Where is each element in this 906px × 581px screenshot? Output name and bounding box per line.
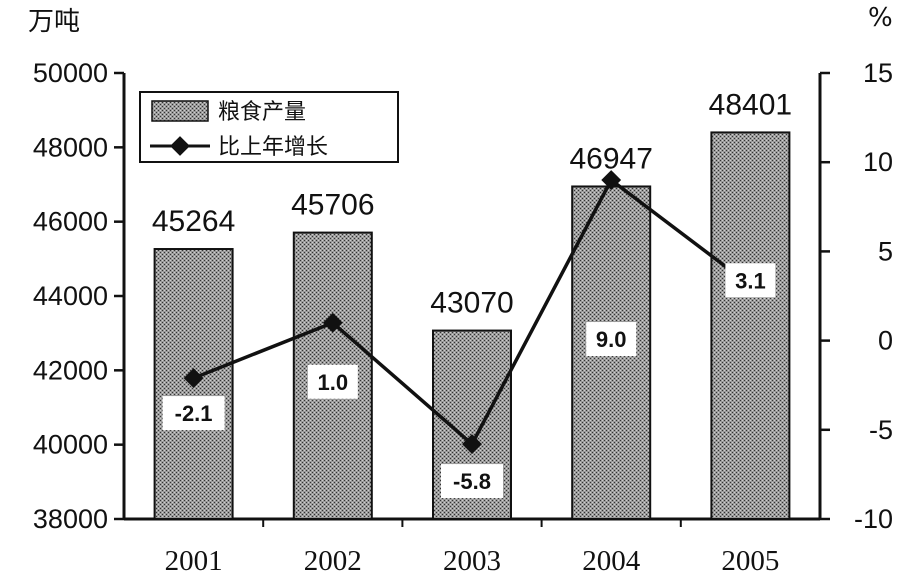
x-tick-label: 2005 <box>721 545 779 577</box>
legend-label-line: 比上年增长 <box>218 135 328 160</box>
legend-swatch-bar <box>151 100 209 122</box>
bar-series <box>153 131 791 521</box>
right-tick-label: 5 <box>878 236 893 266</box>
point-value-label: -5.8 <box>453 469 491 494</box>
left-axis-unit: 万吨 <box>28 7 80 37</box>
data-labels: 45264 45706 43070 46947 48401 -2.1 1.0 -5.8 9.0 3… <box>152 88 792 499</box>
point-label-bg <box>586 322 637 357</box>
x-tick-label: 2003 <box>443 545 501 577</box>
point-label-bg <box>725 263 776 298</box>
left-tick-label: 40000 <box>33 430 108 460</box>
line-marker <box>322 312 343 333</box>
point-value-label: 9.0 <box>596 327 627 352</box>
left-tick-label: 38000 <box>33 504 108 534</box>
x-tick-label: 2001 <box>165 545 223 577</box>
left-tick-label: 48000 <box>33 132 108 162</box>
right-axis-unit: % <box>868 3 893 33</box>
right-tick-label: -10 <box>854 504 893 534</box>
legend: 粮食产量 比上年增长 <box>139 91 399 163</box>
legend-label-bar: 粮食产量 <box>218 100 306 125</box>
right-tick-label: 10 <box>863 147 893 177</box>
bar-value-label: 45264 <box>152 205 235 238</box>
left-tick-label: 42000 <box>33 355 108 385</box>
line-marker <box>462 434 482 454</box>
point-value-label: 1.0 <box>318 370 349 395</box>
legend-swatch-marker <box>170 136 190 156</box>
x-tick-label: 2004 <box>582 545 641 577</box>
line-marker <box>183 368 204 388</box>
bar-value-label: 46947 <box>569 142 652 175</box>
point-label-bg <box>162 396 225 431</box>
point-label-bg <box>441 464 503 499</box>
left-tick-label: 46000 <box>33 207 108 237</box>
left-tick-label: 44000 <box>33 281 108 311</box>
bar-value-label: 45706 <box>291 189 374 222</box>
point-value-label: -2.1 <box>175 401 213 426</box>
axes: 50000 48000 46000 44000 42000 40000 38000 15 10 5… <box>33 58 893 577</box>
right-tick-label: 15 <box>863 58 893 88</box>
point-value-label: 3.1 <box>735 268 766 293</box>
bar-value-label: 48401 <box>709 88 792 121</box>
bar-value-label: 43070 <box>430 287 513 320</box>
point-label-bg <box>307 364 358 399</box>
bar <box>710 131 791 520</box>
right-tick-label: -5 <box>869 415 893 445</box>
x-tick-label: 2002 <box>304 545 362 577</box>
left-tick-label: 50000 <box>33 58 108 88</box>
right-tick-label: 0 <box>878 326 893 356</box>
